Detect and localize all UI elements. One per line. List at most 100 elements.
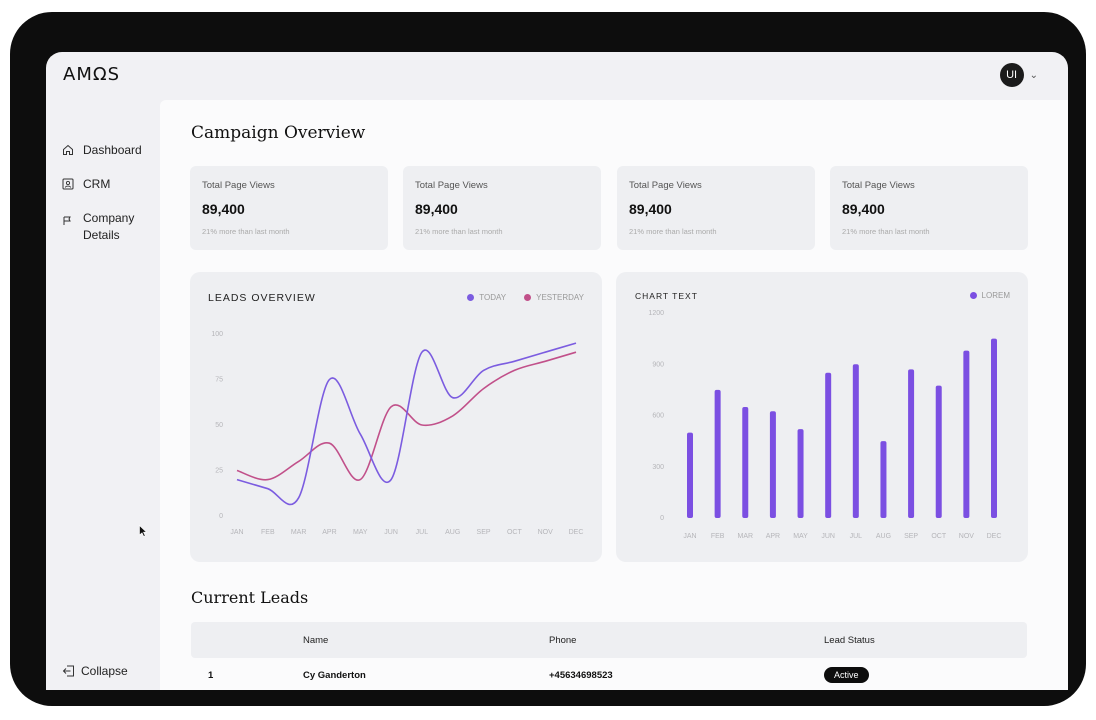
x-tick-label: SEP [904, 533, 918, 540]
y-tick-label: 25 [215, 468, 223, 475]
bar-feb [714, 389, 721, 518]
collapse-label: Collapse [81, 664, 128, 678]
x-tick-label: MAY [793, 533, 808, 540]
stat-card: Total Page Views 89,400 21% more than la… [830, 166, 1028, 250]
chart-legend: LOREM [969, 291, 1010, 300]
legend-item-yesterday: YESTERDAY [524, 293, 584, 302]
x-tick-label: JUN [821, 533, 835, 540]
home-icon [63, 144, 73, 155]
x-tick-label: FEB [711, 533, 725, 540]
app-logo: AMΩS [63, 64, 121, 85]
status-badge: Active [824, 667, 869, 683]
x-tick-label: DEC [987, 533, 1002, 540]
x-tick-label: JAN [683, 533, 696, 540]
avatar[interactable]: UI [999, 63, 1024, 87]
x-tick-label: APR [766, 533, 780, 540]
leads-overview-card: 0 25 50 75 100 JAN FEB MAR APR MAY JUN JUL AUG SEP OCT… [190, 272, 602, 562]
x-tick-label: NOV [538, 529, 554, 536]
main-content: Campaign Overview Total Page Views 89,40… [160, 100, 1068, 690]
chevron-down-icon[interactable]: ⌄ [1029, 69, 1038, 81]
y-tick-label: 0 [660, 515, 664, 522]
x-tick-label: APR [322, 529, 336, 536]
x-tick-label: JUL [416, 529, 429, 536]
stat-value: 89,400 [842, 201, 885, 217]
user-menu[interactable]: UI ⌄ [999, 63, 1038, 87]
legend-item-today: TODAY [467, 293, 506, 302]
legend-label: YESTERDAY [536, 293, 584, 302]
legend-item-lorem: LOREM [969, 291, 1010, 300]
legend-label: TODAY [479, 293, 507, 302]
leads-overview-chart: 0 25 50 75 100 JAN FEB MAR APR MAY JUN JUL AUG SEP OCT… [211, 331, 584, 536]
lead-phone: +45634698523 [549, 670, 613, 681]
stat-value: 89,400 [202, 201, 245, 217]
column-header-name[interactable]: Name [303, 635, 329, 646]
bar-jun [825, 372, 832, 518]
x-tick-label: MAR [737, 533, 753, 540]
bar-aug [880, 441, 887, 518]
stat-card: Total Page Views 89,400 21% more than la… [403, 166, 601, 250]
x-tick-label: NOV [959, 533, 975, 540]
collapse-button[interactable]: Collapse [62, 664, 128, 678]
y-tick-label: 1200 [648, 310, 664, 317]
series-line-today [236, 342, 577, 506]
legend-dot [524, 294, 532, 301]
x-tick-label: AUG [445, 529, 460, 536]
x-tick-label: OCT [931, 533, 947, 540]
bar-mar [742, 406, 749, 518]
column-header-lead-status[interactable]: Lead Status [824, 635, 875, 646]
bar-may [797, 429, 804, 518]
sidebar-item-label: Dashboard [83, 143, 142, 157]
current-leads-title: Current Leads [191, 588, 309, 607]
y-tick-label: 300 [652, 464, 664, 471]
chart-legend: TODAY YESTERDAY [467, 293, 584, 302]
stat-subtext: 21% more than last month [842, 227, 930, 236]
x-tick-label: JUL [850, 533, 863, 540]
y-tick-label: 900 [652, 361, 664, 368]
contact-card-icon [62, 178, 74, 190]
y-tick-label: 75 [215, 377, 223, 384]
chart-title: CHART TEXT [635, 291, 698, 301]
x-tick-label: MAR [291, 529, 307, 536]
mouse-cursor-icon [139, 525, 147, 537]
bar-jul [852, 364, 859, 518]
bar-jan [687, 432, 693, 518]
sidebar-item-dashboard[interactable]: Dashboard [62, 142, 142, 159]
page-title: Campaign Overview [191, 123, 366, 143]
table-row[interactable]: 1 Cy Ganderton +45634698523 Active [191, 660, 1027, 690]
x-tick-label: SEP [477, 529, 491, 536]
x-tick-label: MAY [353, 529, 368, 536]
app-screen: AMΩS UI ⌄ Dashboard CRM [46, 52, 1068, 690]
stat-label: Total Page Views [629, 180, 702, 191]
bar-oct [935, 385, 942, 518]
stat-subtext: 21% more than last month [202, 227, 290, 236]
column-header-phone[interactable]: Phone [549, 635, 577, 646]
legend-dot [467, 294, 475, 301]
collapse-icon [62, 665, 74, 677]
stat-value: 89,400 [629, 201, 672, 217]
sidebar-item-label: Company Details [83, 211, 135, 242]
y-tick-label: 100 [211, 331, 223, 338]
bar-apr [769, 411, 776, 518]
bar-sep [908, 369, 915, 518]
x-tick-label: DEC [569, 529, 584, 536]
x-tick-label: AUG [876, 533, 891, 540]
top-bar: AMΩS UI ⌄ [46, 52, 1068, 100]
stat-value: 89,400 [415, 201, 458, 217]
stat-subtext: 21% more than last month [629, 227, 717, 236]
stat-card: Total Page Views 89,400 21% more than la… [190, 166, 388, 250]
stat-subtext: 21% more than last month [415, 227, 503, 236]
legend-label: LOREM [981, 291, 1010, 300]
bar-chart: 0 300 600 900 1200 JAN FEB MAR APR MAY JUN JUL AUG SE… [648, 310, 1002, 540]
y-tick-label: 600 [652, 413, 664, 420]
series-line-yesterday [236, 351, 577, 481]
sidebar-item-company-details[interactable]: Company Details [62, 210, 143, 244]
x-tick-label: JAN [230, 529, 243, 536]
x-tick-label: JUN [384, 529, 398, 536]
y-tick-label: 0 [219, 513, 223, 520]
sidebar-item-crm[interactable]: CRM [62, 176, 110, 193]
bar-nov [963, 350, 970, 518]
sidebar-item-label: CRM [83, 177, 111, 191]
tablet-frame: AMΩS UI ⌄ Dashboard CRM [10, 12, 1086, 706]
chart-text-card: 0 300 600 900 1200 JAN FEB MAR APR MAY JUN JUL AUG SE… [616, 272, 1028, 562]
leads-table-header: Name Phone Lead Status [191, 622, 1027, 658]
